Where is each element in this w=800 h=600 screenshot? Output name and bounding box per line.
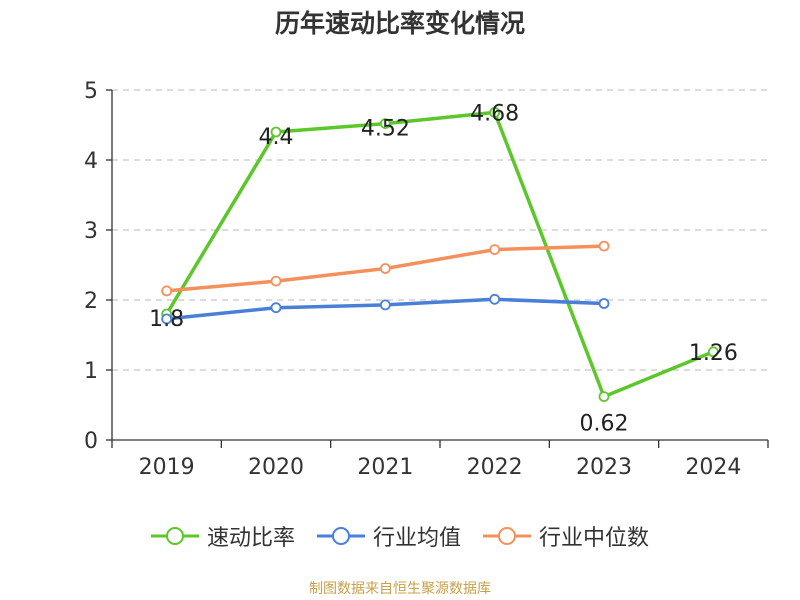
data-point xyxy=(379,118,391,129)
data-label: 4.68 xyxy=(470,101,519,126)
legend-label: 行业均值 xyxy=(372,526,461,551)
y-tick-label: 4 xyxy=(84,149,98,174)
y-tick-labels: 0 1 2 3 4 5 xyxy=(84,79,98,454)
data-label: 0.62 xyxy=(580,412,629,437)
legend-item-industry-mean[interactable]: 行业均值 xyxy=(316,520,461,552)
y-tick-label: 2 xyxy=(84,289,98,314)
legend-item-quick-ratio[interactable]: 速动比率 xyxy=(150,520,295,552)
data-point xyxy=(270,275,282,287)
chart-title: 历年速动比率变化情况 xyxy=(274,9,525,38)
series-lines xyxy=(161,107,719,403)
data-label: 4.4 xyxy=(259,125,294,150)
x-tick-label: 2019 xyxy=(139,455,195,480)
data-point xyxy=(489,293,501,305)
x-tick-label: 2023 xyxy=(576,455,632,480)
x-tick-labels: 2019 2020 2021 2022 2023 2024 xyxy=(139,455,742,480)
data-point xyxy=(598,391,610,403)
y-tick-label: 5 xyxy=(84,79,98,104)
data-point xyxy=(379,299,391,311)
series-line-0 xyxy=(165,110,714,399)
data-point xyxy=(270,126,282,138)
source-note: 制图数据来自恒生聚源数据库 xyxy=(309,581,491,597)
data-label: 4.52 xyxy=(361,117,410,142)
x-tick-label: 2020 xyxy=(248,455,304,480)
data-point xyxy=(161,285,173,297)
legend-marker-quick-ratio xyxy=(150,527,199,545)
data-label: 1.26 xyxy=(689,341,738,366)
y-tick-label: 0 xyxy=(84,429,98,454)
data-point xyxy=(707,346,719,358)
x-tick-label: 2022 xyxy=(467,455,523,480)
legend-label: 行业中位数 xyxy=(539,526,650,551)
grid-lines xyxy=(112,89,768,371)
legend-marker-industry-median xyxy=(483,527,531,545)
x-tick-label: 2024 xyxy=(685,455,741,480)
y-tick-label: 1 xyxy=(84,359,98,384)
data-point xyxy=(489,244,501,256)
data-point xyxy=(598,298,610,309)
legend-item-industry-median[interactable]: 行业中位数 xyxy=(483,520,649,552)
axes xyxy=(106,89,769,448)
data-point xyxy=(598,240,610,252)
legend-marker-industry-mean xyxy=(316,527,365,545)
y-tick-label: 3 xyxy=(84,219,98,244)
data-point xyxy=(379,263,391,274)
legend: 速动比率 行业均值 行业中位数 xyxy=(0,520,800,552)
data-labels: 1.8 4.4 4.52 4.68 0.62 1.26 xyxy=(149,101,738,436)
legend-label: 速动比率 xyxy=(206,526,295,551)
data-point xyxy=(161,313,173,325)
x-tick-label: 2021 xyxy=(357,455,413,480)
data-label: 1.8 xyxy=(149,307,184,332)
data-point xyxy=(270,302,282,314)
data-point xyxy=(489,107,501,118)
